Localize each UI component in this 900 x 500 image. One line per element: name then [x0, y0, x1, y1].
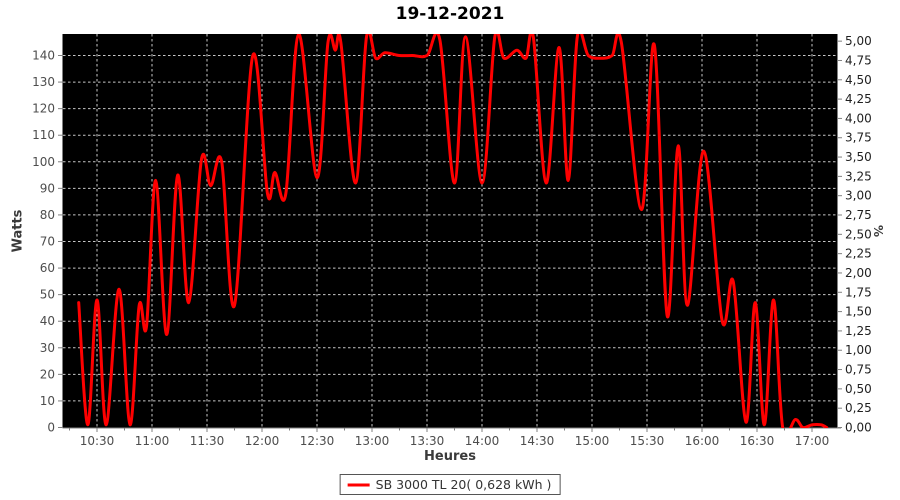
y-left-tick-label: 140: [32, 49, 55, 63]
plot-background: [63, 34, 837, 428]
x-tick-label: 11:00: [135, 434, 170, 448]
x-tick-label: 17:00: [795, 434, 830, 448]
y-right-tick-label: 2,75: [845, 208, 872, 222]
y-left-tick-label: 10: [40, 394, 55, 408]
y-right-tick-label: 0,25: [845, 401, 872, 415]
y-right-tick-label: 0,75: [845, 363, 872, 377]
y-right-tick-label: 4,75: [845, 53, 872, 67]
y-right-tick-label: 1,25: [845, 324, 872, 338]
x-tick-label: 10:30: [80, 434, 115, 448]
y-left-tick-label: 130: [32, 75, 55, 89]
x-tick-label: 14:30: [520, 434, 555, 448]
y-left-tick-label: 0: [47, 421, 55, 435]
y-axis-title-percent: %: [871, 224, 885, 238]
y-right-tick-label: 4,00: [845, 111, 872, 125]
x-tick-label: 15:30: [630, 434, 665, 448]
y-right-tick-label: 3,50: [845, 150, 872, 164]
y-right-tick-label: 3,00: [845, 189, 872, 203]
y-left-tick-label: 110: [32, 128, 55, 142]
y-right-tick-label: 1,75: [845, 285, 872, 299]
y-right-tick-label: 2,25: [845, 247, 872, 261]
x-tick-label: 12:00: [245, 434, 280, 448]
y-left-tick-label: 70: [40, 235, 55, 249]
x-tick-label: 15:00: [575, 434, 610, 448]
y-right-tick-label: 0,00: [845, 421, 872, 435]
y-left-tick-label: 80: [40, 208, 55, 222]
y-right-tick-label: 2,50: [845, 227, 872, 241]
x-tick-label: 12:30: [300, 434, 335, 448]
y-right-tick-label: 1,50: [845, 305, 872, 319]
y-left-tick-label: 20: [40, 367, 55, 381]
chart-title: 19-12-2021: [395, 4, 505, 24]
y-left-tick-label: 40: [40, 314, 55, 328]
y-axis-title-watts: Watts: [10, 209, 26, 253]
legend-series-label: SB 3000 TL 20( 0,628 kWh ): [375, 477, 552, 492]
y-right-tick-label: 5,00: [845, 34, 872, 48]
y-left-tick-label: 90: [40, 181, 55, 195]
y-left-tick-label: 100: [32, 155, 55, 169]
legend-line-marker: [347, 483, 370, 486]
y-left-tick-label: 50: [40, 288, 55, 302]
y-right-tick-label: 4,50: [845, 73, 872, 87]
y-right-tick-label: 2,00: [845, 266, 872, 280]
x-tick-label: 14:00: [465, 434, 500, 448]
y-left-tick-label: 60: [40, 261, 55, 275]
series-line-sb3000: [77, 34, 829, 428]
x-tick-label: 11:30: [190, 434, 225, 448]
y-right-tick-label: 3,75: [845, 131, 872, 145]
y-right-tick-label: 4,25: [845, 92, 872, 106]
x-tick-label: 16:00: [685, 434, 720, 448]
y-right-tick-label: 0,50: [845, 382, 872, 396]
y-right-tick-label: 3,25: [845, 169, 872, 183]
x-tick-label: 13:30: [410, 434, 445, 448]
y-left-tick-label: 30: [40, 341, 55, 355]
x-axis-title-heures: Heures: [424, 449, 476, 464]
x-tick-label: 16:30: [740, 434, 775, 448]
y-right-tick-label: 1,00: [845, 343, 872, 357]
y-left-tick-label: 120: [32, 102, 55, 116]
x-tick-label: 13:00: [355, 434, 390, 448]
legend: SB 3000 TL 20( 0,628 kWh ): [339, 474, 561, 495]
